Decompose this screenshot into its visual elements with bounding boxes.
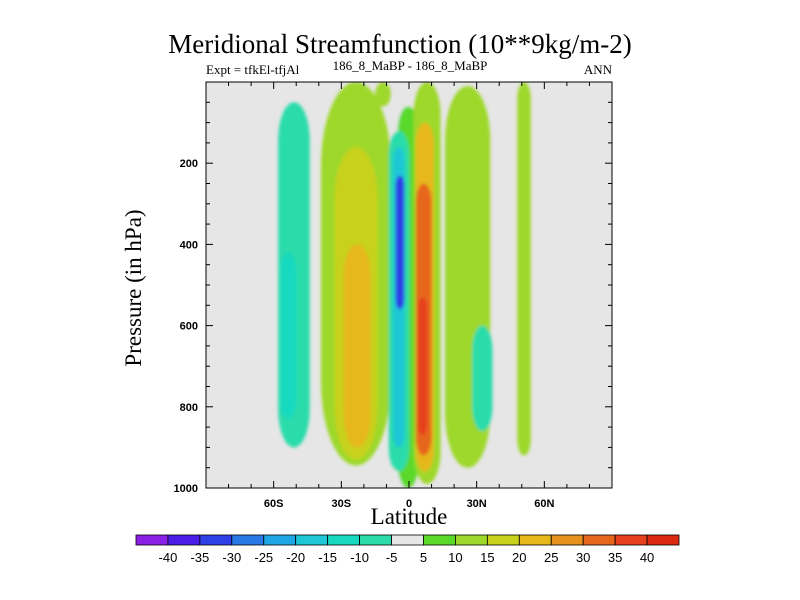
- colorbar-label: 35: [608, 550, 622, 565]
- y-tick-label: 1000: [174, 483, 198, 495]
- contour-cell-17: [517, 82, 531, 456]
- colorbar-swatch: [391, 534, 424, 546]
- colorbar-swatch: [518, 534, 552, 546]
- y-tick-label: 800: [180, 402, 198, 414]
- x-axis-label: Latitude: [370, 504, 448, 529]
- colorbar-swatch: [646, 534, 680, 546]
- colorbar-swatch: [455, 534, 488, 546]
- colorbar-label: -10: [350, 550, 369, 565]
- contour-cell-16: [472, 325, 493, 432]
- season-label: ANN: [583, 62, 612, 77]
- contour-cell-10: [395, 175, 405, 310]
- colorbar-swatch: [327, 534, 360, 546]
- colorbar-label: 25: [544, 550, 558, 565]
- contour-cell-1: [280, 252, 297, 419]
- colorbar-label: -25: [254, 550, 273, 565]
- chart-title: Meridional Streamfunction (10**9kg/m-2): [168, 29, 632, 59]
- colorbar-label: -40: [159, 550, 178, 565]
- contour-cell-14: [418, 297, 428, 436]
- colorbar-swatch: [550, 534, 584, 546]
- colorbar-label: 20: [512, 550, 526, 565]
- y-tick-label: 400: [180, 239, 198, 251]
- colorbar-label: -35: [190, 550, 209, 565]
- case-label: 186_8_MaBP - 186_8_MaBP: [332, 58, 488, 73]
- y-tick-label: 600: [180, 321, 198, 333]
- colorbar-swatch: [295, 534, 329, 546]
- colorbar-label: 40: [640, 550, 654, 565]
- colorbar-swatch: [359, 534, 392, 546]
- x-tick-label: 30S: [332, 498, 352, 510]
- colorbar-label: 5: [420, 550, 427, 565]
- colorbar-swatch: [614, 534, 648, 546]
- colorbar-label: -15: [318, 550, 337, 565]
- colorbar-label: 15: [480, 550, 494, 565]
- colorbar-swatch: [486, 534, 520, 546]
- colorbar-swatch: [582, 534, 616, 546]
- colorbar-label: 10: [448, 550, 462, 565]
- x-tick-label: 30N: [467, 498, 487, 510]
- colorbar-swatch: [135, 534, 169, 546]
- colorbar-label: 30: [576, 550, 590, 565]
- colorbar-label: -30: [222, 550, 241, 565]
- x-tick-label: 0: [406, 498, 412, 510]
- colorbar-swatch: [423, 534, 456, 546]
- contour-cell-5: [375, 82, 391, 107]
- x-tick-label: 60N: [534, 498, 554, 510]
- colorbar-swatch: [231, 534, 265, 546]
- colorbar-label: -20: [286, 550, 305, 565]
- colorbar-swatch: [167, 534, 201, 546]
- colorbar-label: -5: [386, 550, 398, 565]
- y-tick-label: 200: [180, 158, 198, 170]
- contour-cell-4: [343, 244, 371, 448]
- colorbar-swatch: [199, 534, 233, 546]
- x-tick-label: 60S: [264, 498, 284, 510]
- experiment-label: Expt = tfkEl-tfjAl: [206, 62, 300, 77]
- colorbar-swatch: [263, 534, 297, 546]
